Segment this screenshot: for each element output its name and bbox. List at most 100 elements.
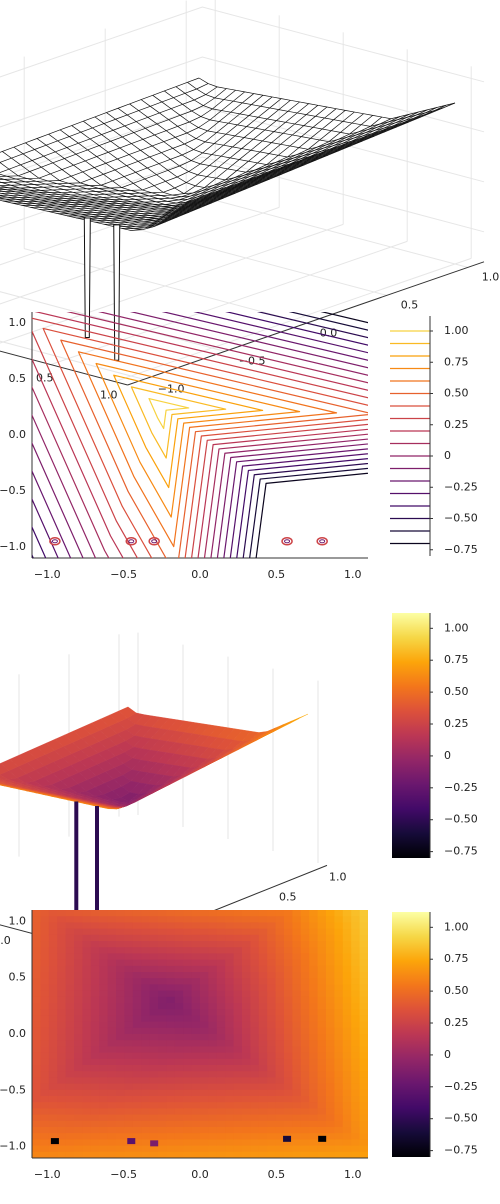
panel4-heatmap-cell [216, 965, 226, 973]
panel4-heatmap-cell [326, 1058, 335, 1066]
panel4-heatmap-cell [166, 1065, 176, 1072]
panel4-heatmap-cell [149, 947, 159, 954]
panel4-heatmap-cell [258, 1083, 268, 1091]
panel4-heatmap-cell [250, 934, 260, 942]
panel4-heatmap-cell [351, 916, 361, 923]
panel4-heatmap-cell [107, 934, 117, 942]
panel1-x-axis [0, 350, 128, 386]
panel4-heatmap-cell [32, 1145, 41, 1153]
panel4-heatmap-cell [326, 965, 335, 973]
panel1-wire-line [175, 86, 432, 135]
panel4-heatmap-cell [208, 996, 218, 1004]
panel4-heatmap-cell [107, 1040, 117, 1047]
panel4-heatmap-cell [267, 910, 277, 917]
panel4-heatmap-cell [191, 1108, 201, 1116]
panel2-hole-ring-inner [284, 539, 291, 544]
panel1-wire-line [85, 113, 410, 222]
panel1-wire-line [39, 113, 364, 213]
panel4-heatmap-cell [258, 1133, 268, 1140]
panel4-heatmap-cell [342, 1127, 352, 1134]
panel4-heatmap-cell [158, 1027, 167, 1035]
panel4-heatmap-cell [233, 965, 243, 973]
panel4-heatmap-cell [149, 1046, 159, 1054]
panel4-heatmap-cell [158, 1071, 167, 1078]
panel4-heatmap-cell [284, 1151, 293, 1158]
panel4-heatmap-cell [65, 1058, 75, 1066]
panel4-heatmap-cell [132, 1034, 142, 1041]
panel4-heatmap-cell [334, 947, 344, 954]
panel2-contour-line [32, 312, 368, 558]
panel4-heatmap-cell [258, 1077, 268, 1085]
panel4-heatmap-cell [149, 1058, 159, 1066]
panel4-heatmap-cell [200, 1065, 209, 1072]
panel4-heatmap-cell [233, 1065, 243, 1072]
panel4-heatmap-cell [90, 1096, 100, 1103]
panel4-heatmap-cell [116, 1015, 125, 1023]
panel4-heatmap-cell [309, 1046, 319, 1054]
panel4-heatmap-cell [359, 1034, 368, 1041]
panel4-heatmap-cell [359, 1083, 368, 1091]
panel4-heatmap-cell [309, 1015, 319, 1023]
panel4-heatmap-cell [99, 1058, 109, 1066]
panel-wireframe-surface: −1.0−0.50.00.51.0−1.0−0.50.00.51.01.00.5… [0, 0, 499, 402]
panel3-colorbar-tick: −0.50 [444, 813, 478, 826]
panel4-heatmap-cell [359, 1009, 368, 1016]
panel4-heatmap-cell [48, 996, 58, 1004]
panel4-heatmap-cell [300, 922, 310, 930]
panel4-heatmap-cell [275, 978, 285, 985]
panel4-heatmap-cell [216, 996, 226, 1004]
panel4-heatmap-cell [334, 910, 344, 917]
panel4-heatmap-cell [309, 910, 319, 917]
panel4-heatmap-cell [216, 941, 226, 948]
panel4-heatmap-cell [309, 1120, 319, 1128]
panel4-heatmap-cell [342, 953, 352, 961]
panel4-heatmap-cell [267, 1058, 277, 1066]
panel4-heatmap-cell [216, 1021, 226, 1029]
panel4-heatmap-cell [40, 928, 50, 936]
panel4-heatmap-cell [250, 1139, 260, 1147]
panel2-hole-ring [316, 536, 328, 546]
panel4-heatmap-cell [342, 984, 352, 992]
panel4-heatmap-cell [225, 1102, 235, 1109]
panel4-heatmap-cell [141, 1040, 151, 1047]
panel4-heatmap-cell [174, 1108, 184, 1116]
panel4-heatmap-cell [242, 990, 251, 998]
panel4-heatmap-cell [158, 1034, 167, 1041]
panel4-heatmap-cell [317, 916, 327, 923]
panel4-heatmap-cell [149, 1027, 159, 1035]
panel4-heatmap-cell [191, 1052, 201, 1060]
panel4-heatmap-cell [74, 965, 83, 973]
panel4-heatmap-cell [65, 996, 75, 1004]
panel4-heatmap-cell [292, 965, 302, 973]
panel4-heatmap-cell [258, 1071, 268, 1078]
panel4-heatmap-cell [242, 1108, 251, 1116]
panel4-heatmap-cell [292, 1027, 302, 1035]
panel2-colorbar-tick: 0.25 [444, 418, 469, 431]
panel4-heatmap-cell [267, 1021, 277, 1029]
panel4-heatmap-cell [149, 965, 159, 973]
panel1-wire-line [12, 108, 337, 207]
panel4-heatmap-cell [32, 990, 41, 998]
panel4-heatmap-cell [183, 1096, 193, 1103]
panel4-heatmap-cell [334, 1034, 344, 1041]
panel4-heatmap-cell [82, 1151, 92, 1158]
panel4-heatmap-cell [132, 990, 142, 998]
panel4-heatmap-cell [258, 910, 268, 917]
panel4-heatmap-cell [90, 990, 100, 998]
panel4-heatmap-cell [250, 990, 260, 998]
panel4-heatmap-cell [342, 1077, 352, 1085]
panel4-heatmap-cell [74, 1145, 83, 1153]
panel4-heatmap-cell [200, 928, 209, 936]
panel4-heatmap-cell [158, 1021, 167, 1029]
panel4-heatmap-cell [191, 1071, 201, 1078]
panel4-heatmap-cell [267, 1102, 277, 1109]
panel4-heatmap-cell [48, 941, 58, 948]
panel3-spike [95, 805, 99, 935]
panel4-heatmap-cell [200, 1096, 209, 1103]
panel4-heatmap-cell [57, 1145, 67, 1153]
panel4-heatmap-cell [158, 1151, 167, 1158]
panel4-heatmap-cell [225, 947, 235, 954]
panel2-colorbar-tick: 1.00 [444, 324, 469, 337]
panel4-heatmap-cell [300, 1003, 310, 1010]
panel4-heatmap-cell [233, 978, 243, 985]
